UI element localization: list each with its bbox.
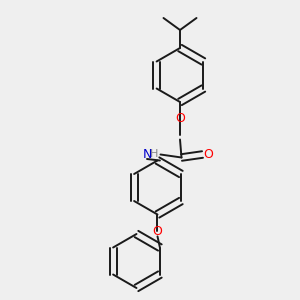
Text: N: N — [142, 148, 152, 161]
Text: H: H — [150, 149, 159, 159]
Text: O: O — [203, 148, 213, 161]
Text: O: O — [175, 112, 185, 125]
Text: O: O — [153, 224, 162, 238]
